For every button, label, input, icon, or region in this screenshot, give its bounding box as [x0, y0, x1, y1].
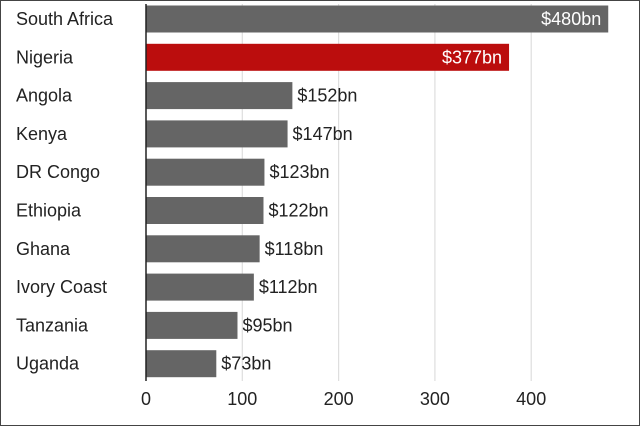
category-label-dr-congo: DR Congo [16, 162, 100, 182]
category-labels: South Africa Nigeria Angola Kenya DR Congo Et… [16, 9, 114, 374]
x-tick-label-400: 400 [516, 389, 546, 409]
x-tick-label-300: 300 [420, 389, 450, 409]
value-label-ethiopia: $122bn [268, 201, 328, 221]
bar-kenya [146, 120, 288, 148]
value-label-ivory-coast: $112bn [259, 277, 318, 297]
category-label-nigeria: Nigeria [16, 47, 74, 67]
bar-ethiopia [146, 197, 264, 224]
bar-angola [146, 82, 293, 110]
value-label-tanzania: $95bn [242, 315, 292, 335]
category-label-ethiopia: Ethiopia [16, 201, 82, 221]
bar-nigeria [146, 43, 510, 71]
category-label-ivory-coast: Ivory Coast [16, 277, 107, 297]
category-label-ghana: Ghana [16, 239, 71, 259]
x-axis-ticks: 0 100 200 300 400 [141, 389, 546, 409]
bar-dr-congo [146, 158, 265, 186]
value-label-kenya: $147bn [293, 124, 353, 144]
value-label-ghana: $118bn [265, 239, 324, 259]
value-labels: $480bn $377bn $152bn $147bn $123bn $122bn $118… [221, 9, 601, 374]
x-tick-label-100: 100 [227, 389, 257, 409]
category-label-uganda: Uganda [16, 354, 80, 374]
category-label-angola: Angola [16, 86, 73, 106]
bars [146, 5, 609, 378]
bar-ghana [146, 235, 260, 263]
value-label-dr-congo: $123bn [269, 162, 329, 182]
bar-ivory-coast [146, 273, 254, 301]
bar-uganda [146, 350, 217, 378]
bar-south-africa [146, 5, 609, 33]
value-label-uganda: $73bn [221, 354, 271, 374]
category-label-south-africa: South Africa [16, 9, 114, 29]
value-label-nigeria: $377bn [442, 47, 502, 67]
x-tick-label-0: 0 [141, 389, 151, 409]
value-label-angola: $152bn [297, 86, 357, 106]
category-label-kenya: Kenya [16, 124, 68, 144]
bar-tanzania [146, 311, 238, 339]
x-tick-label-200: 200 [324, 389, 354, 409]
category-label-tanzania: Tanzania [16, 315, 89, 335]
value-label-south-africa: $480bn [541, 9, 601, 29]
